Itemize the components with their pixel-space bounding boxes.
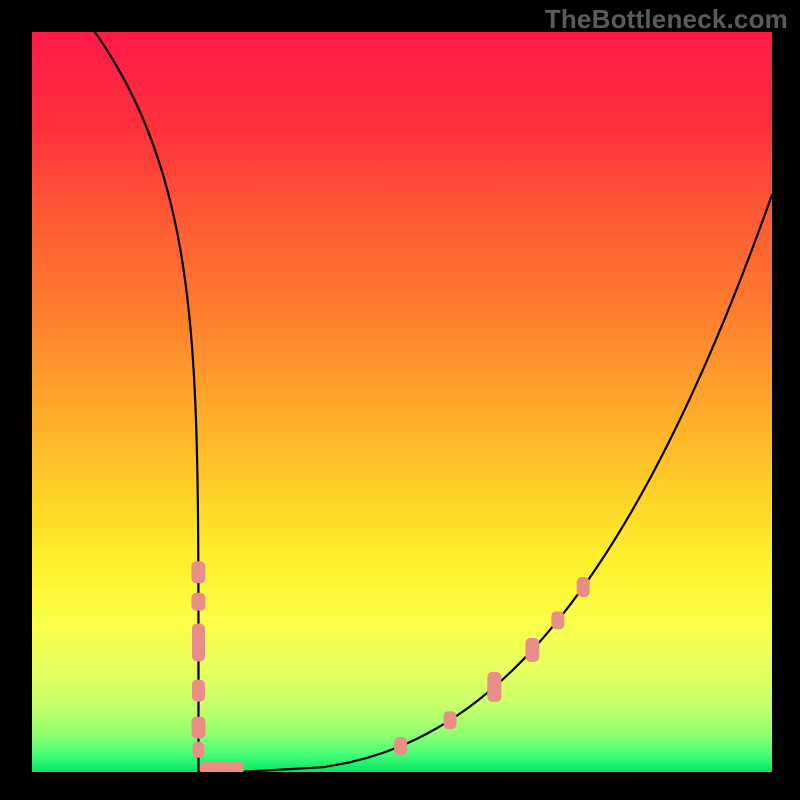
curve-marker — [230, 762, 244, 772]
curve-marker — [192, 717, 206, 739]
curve-marker — [444, 711, 457, 729]
curve-marker — [487, 672, 501, 702]
watermark-text: TheBottleneck.com — [545, 4, 788, 35]
curve-marker — [191, 593, 205, 611]
chart-root: TheBottleneck.com — [0, 0, 800, 800]
curve-marker — [394, 737, 407, 755]
curve-marker — [525, 638, 539, 662]
plot-area — [32, 32, 772, 772]
curve-marker — [551, 611, 564, 629]
curve-marker — [192, 680, 205, 702]
chart-svg — [32, 32, 772, 772]
curve-marker — [191, 561, 205, 583]
gradient-background — [32, 32, 772, 772]
curve-marker — [577, 577, 590, 597]
curve-marker — [193, 742, 205, 758]
curve-marker — [192, 624, 205, 662]
